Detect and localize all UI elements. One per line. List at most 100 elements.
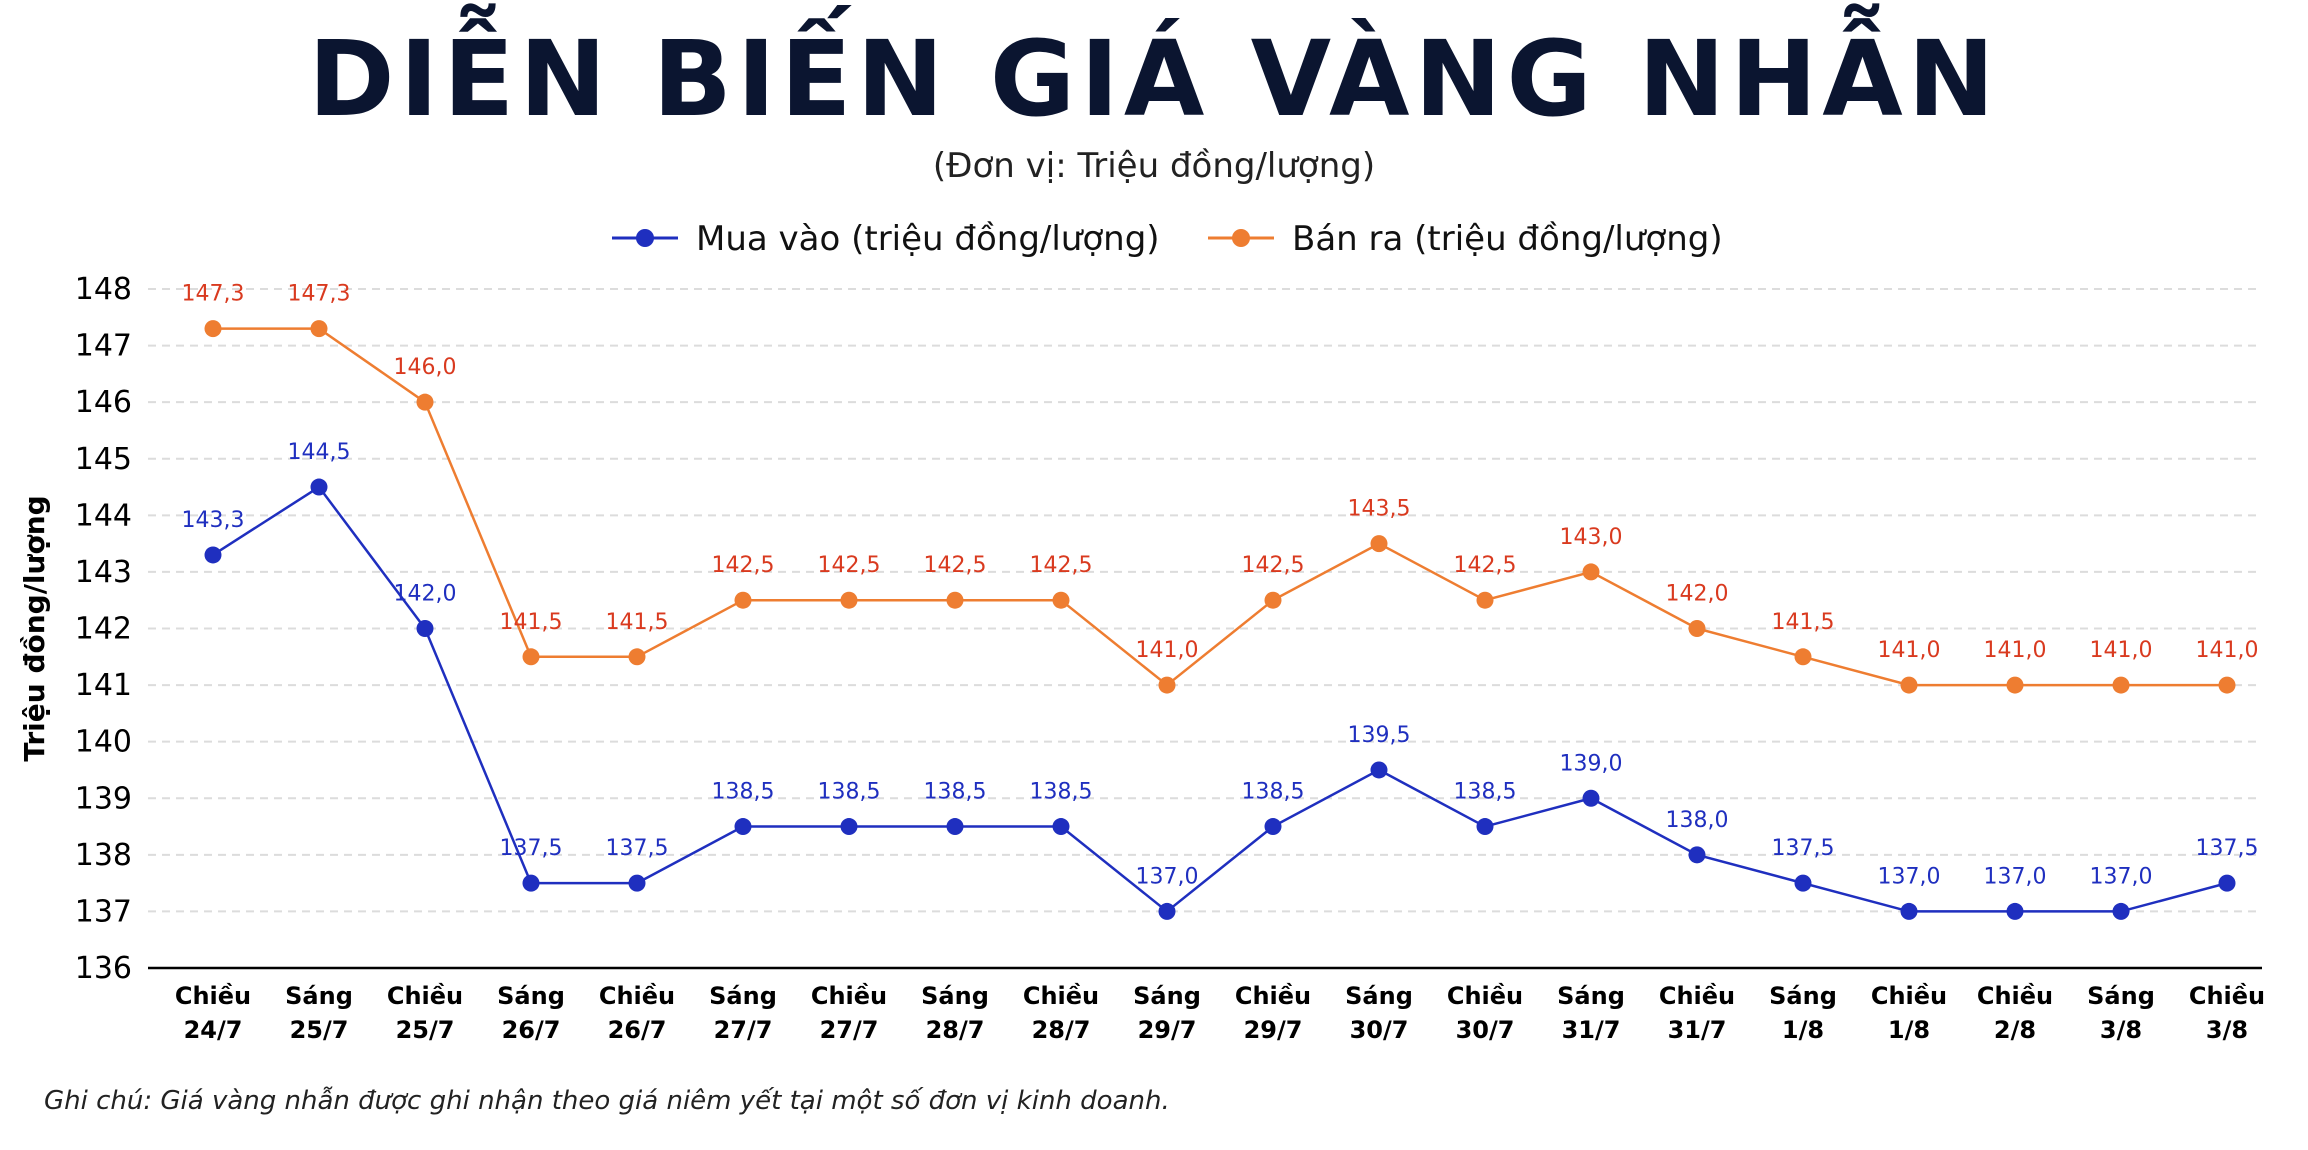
data-point <box>1264 591 1282 609</box>
x-tick-label: Sáng 25/7 <box>285 982 353 1044</box>
chart-title: DIỄN BIẾN GIÁ VÀNG NHẪN <box>308 18 2000 140</box>
data-label: 142,5 <box>818 553 881 578</box>
x-tick-label: Sáng 29/7 <box>1133 982 1201 1044</box>
x-tick-label: Chiều 1/8 <box>1871 982 1947 1044</box>
data-label: 141,0 <box>1984 638 2047 663</box>
x-tick-label: Sáng 28/7 <box>921 982 989 1044</box>
data-point <box>416 620 434 637</box>
data-point <box>1476 818 1494 836</box>
data-point <box>1794 874 1812 892</box>
y-tick-label: 138 <box>75 838 132 873</box>
data-label: 138,5 <box>924 780 987 805</box>
legend-marker <box>636 229 654 247</box>
x-tick-label: Chiều 29/7 <box>1235 982 1311 1044</box>
data-label: 137,5 <box>1772 836 1835 861</box>
data-point <box>946 818 964 836</box>
data-label: 146,0 <box>394 355 457 380</box>
data-point <box>1158 676 1176 694</box>
data-label: 141,0 <box>1136 638 1199 663</box>
data-label: 142,0 <box>1666 582 1729 607</box>
x-tick-label: Chiều 26/7 <box>599 982 675 1044</box>
data-label: 141,0 <box>2196 638 2259 663</box>
data-label: 143,0 <box>1560 525 1623 550</box>
data-label: 139,0 <box>1560 751 1623 776</box>
x-tick-label: Sáng 26/7 <box>497 982 565 1044</box>
data-point <box>2218 676 2236 694</box>
y-tick-label: 139 <box>75 781 132 816</box>
data-label: 137,0 <box>2090 864 2153 889</box>
data-point <box>734 818 752 836</box>
data-point <box>416 393 434 411</box>
data-point <box>946 591 964 609</box>
data-point <box>1158 902 1176 920</box>
y-tick-label: 146 <box>75 385 132 420</box>
data-label: 144,5 <box>288 440 351 465</box>
data-point <box>310 478 328 496</box>
x-tick-label: Sáng 27/7 <box>709 982 777 1044</box>
series-line-ban-ra <box>213 327 2227 687</box>
data-point <box>1264 818 1282 836</box>
data-point <box>2218 874 2236 892</box>
data-label: 142,5 <box>1454 553 1517 578</box>
data-label: 142,0 <box>394 582 457 607</box>
legend-label: Bán ra (triệu đồng/lượng) <box>1292 219 1723 259</box>
data-label: 138,5 <box>1030 780 1093 805</box>
data-point <box>1052 591 1070 609</box>
data-point <box>204 546 222 564</box>
data-point <box>1582 789 1600 807</box>
y-tick-label: 144 <box>75 498 132 533</box>
x-tick-label: Chiều 25/7 <box>387 982 463 1044</box>
data-label: 137,0 <box>1878 864 1941 889</box>
data-label: 147,3 <box>288 282 351 307</box>
y-axis-label: Triệu đồng/lượng <box>18 495 51 761</box>
data-label: 139,5 <box>1348 723 1411 748</box>
series-layer <box>204 320 2236 920</box>
data-label: 138,5 <box>1242 780 1305 805</box>
data-label: 137,5 <box>500 836 563 861</box>
x-tick-label: Chiều 30/7 <box>1447 982 1523 1044</box>
data-point <box>1794 648 1812 666</box>
x-tick-label: Sáng 31/7 <box>1557 982 1625 1044</box>
x-tick-label: Sáng 3/8 <box>2087 982 2155 1044</box>
x-tick-label: Sáng 1/8 <box>1769 982 1837 1044</box>
data-label: 137,0 <box>1984 864 2047 889</box>
data-point <box>628 874 646 892</box>
data-point <box>1688 846 1706 864</box>
legend-marker <box>1232 229 1250 247</box>
data-label: 141,5 <box>1772 610 1835 635</box>
data-label: 142,5 <box>1030 553 1093 578</box>
data-point <box>840 591 858 609</box>
footnote: Ghi chú: Giá vàng nhẫn được ghi nhận the… <box>44 1086 1170 1116</box>
x-tick-label: Chiều 24/7 <box>175 982 251 1044</box>
series-line-mua-vao <box>212 485 2228 914</box>
axes: 136 137 138 139 140 141 142 143 144 145 146 147 148 C… <box>18 272 2265 1044</box>
y-tick-label: 141 <box>75 668 132 703</box>
x-tick-label: Chiều 27/7 <box>811 982 887 1044</box>
chart-subtitle: (Đơn vị: Triệu đồng/lượng) <box>932 146 1376 186</box>
y-tick-label: 140 <box>75 725 132 760</box>
data-point <box>522 874 540 892</box>
grid-lines <box>148 288 2262 913</box>
data-label: 147,3 <box>182 282 245 307</box>
data-point <box>1370 761 1388 779</box>
data-point <box>204 320 222 338</box>
data-point <box>1688 620 1706 637</box>
data-point <box>1052 818 1070 836</box>
data-label: 141,0 <box>1878 638 1941 663</box>
data-point <box>1900 902 1918 920</box>
data-label: 137,5 <box>606 836 669 861</box>
data-point <box>734 591 752 609</box>
x-tick-label: Chiều 2/8 <box>1977 982 2053 1044</box>
data-label: 142,5 <box>712 553 775 578</box>
data-labels: 143,3 144,5 142,0 137,5 137,5 138,5 138,5 138,5… <box>182 282 2259 890</box>
data-point <box>2006 902 2024 920</box>
x-tick-label: Sáng 30/7 <box>1345 982 1413 1044</box>
data-label: 137,5 <box>2196 836 2259 861</box>
data-label: 137,0 <box>1136 864 1199 889</box>
y-tick-label: 136 <box>75 951 132 986</box>
data-label: 138,5 <box>712 780 775 805</box>
data-label: 141,5 <box>500 610 563 635</box>
data-point <box>1476 591 1494 609</box>
y-tick-label: 143 <box>75 555 132 590</box>
x-tick-label: Chiều 28/7 <box>1023 982 1099 1044</box>
